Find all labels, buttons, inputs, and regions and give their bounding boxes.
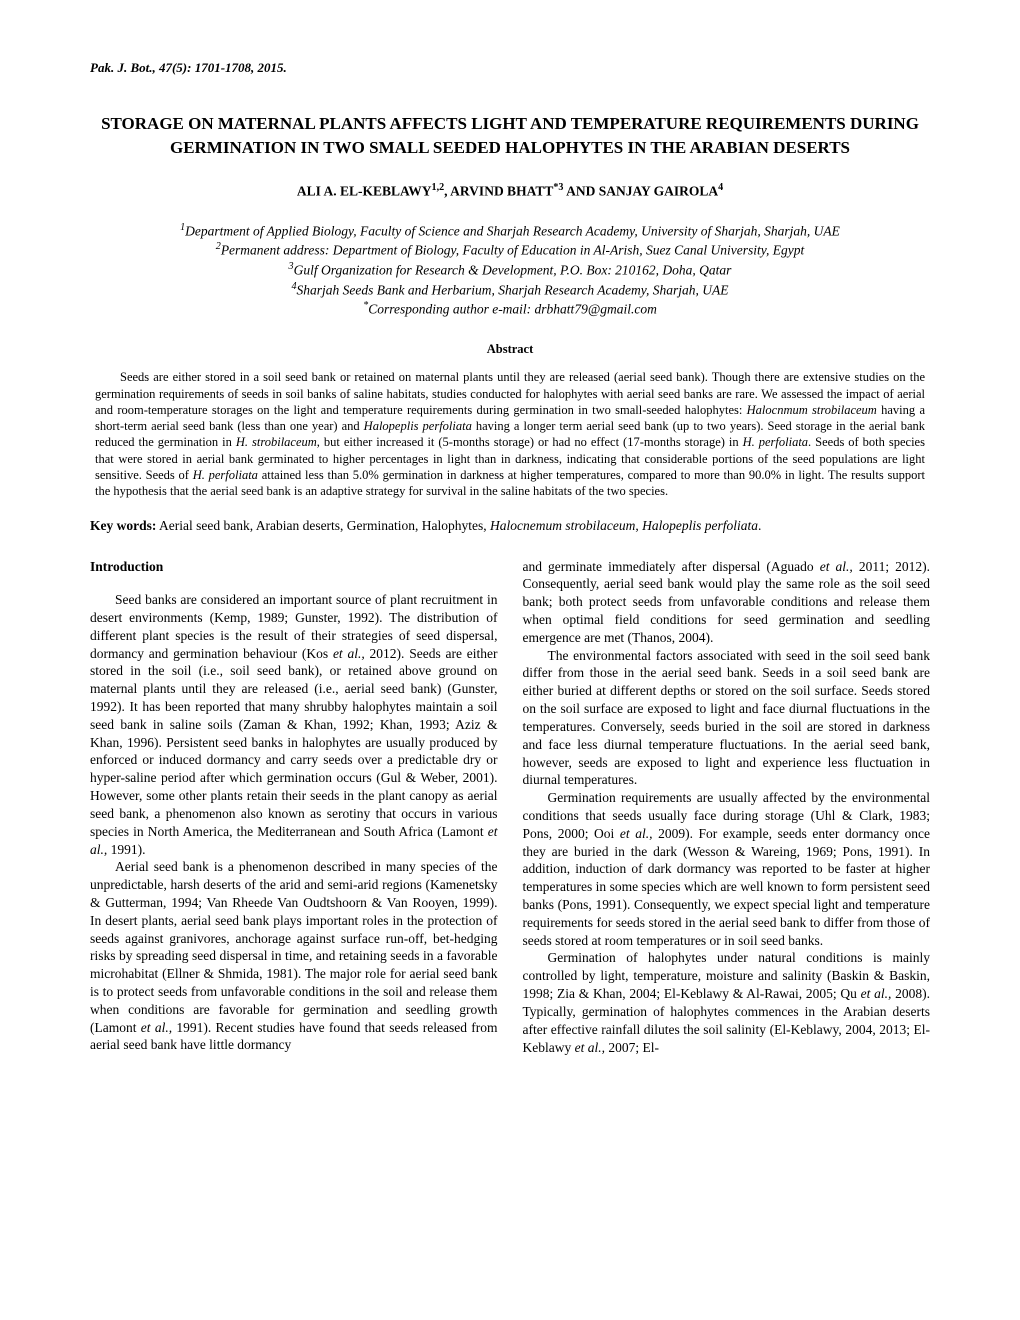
keywords-text: Aerial seed bank, Arabian deserts, Germi… <box>156 518 761 533</box>
abstract-text: Seeds are either stored in a soil seed b… <box>90 369 930 499</box>
affiliation-line: 4Sharjah Seeds Bank and Herbarium, Sharj… <box>90 280 930 300</box>
affiliation-line: 1Department of Applied Biology, Faculty … <box>90 221 930 241</box>
affiliation-line: 2Permanent address: Department of Biolog… <box>90 240 930 260</box>
body-paragraph: and germinate immediately after dispersa… <box>523 558 931 647</box>
keywords: Key words: Aerial seed bank, Arabian des… <box>90 517 930 535</box>
body-paragraph: Seed banks are considered an important s… <box>90 591 498 858</box>
body-paragraph: Germination requirements are usually aff… <box>523 789 931 949</box>
affiliation-line: 3Gulf Organization for Research & Develo… <box>90 260 930 280</box>
body-paragraph: Germination of halophytes under natural … <box>523 949 931 1056</box>
body-paragraph: The environmental factors associated wit… <box>523 647 931 790</box>
introduction-heading: Introduction <box>90 558 498 576</box>
keywords-label: Key words: <box>90 518 156 533</box>
article-title: STORAGE ON MATERNAL PLANTS AFFECTS LIGHT… <box>90 112 930 160</box>
column-left: Introduction Seed banks are considered a… <box>90 558 498 1057</box>
authors: ALI A. EL-KEBLAWY1,2, ARVIND BHATT*3 AND… <box>90 181 930 200</box>
affiliation-line: *Corresponding author e-mail: drbhatt79@… <box>90 299 930 319</box>
abstract-heading: Abstract <box>90 341 930 357</box>
journal-header: Pak. J. Bot., 47(5): 1701-1708, 2015. <box>90 60 930 77</box>
affiliations: 1Department of Applied Biology, Faculty … <box>90 221 930 320</box>
body-paragraph: Aerial seed bank is a phenomenon describ… <box>90 858 498 1054</box>
body-columns: Introduction Seed banks are considered a… <box>90 558 930 1057</box>
column-right: and germinate immediately after dispersa… <box>523 558 931 1057</box>
